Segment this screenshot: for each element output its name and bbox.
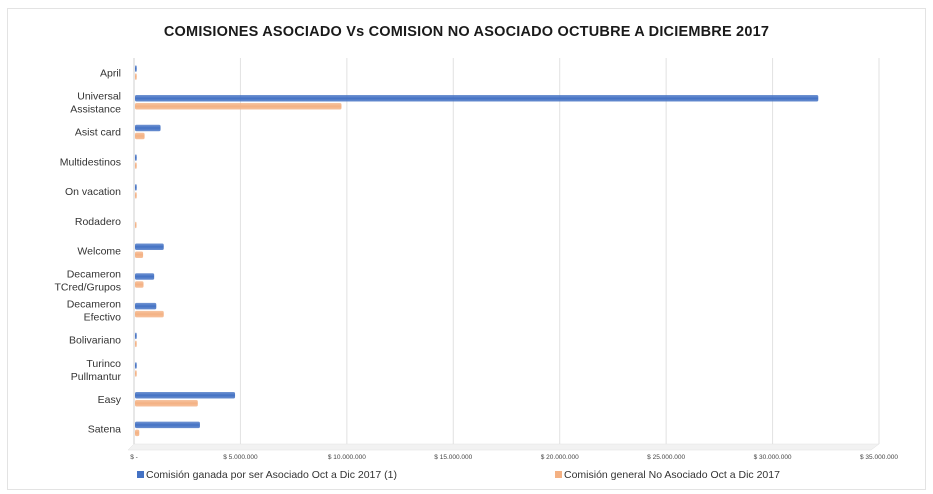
category-label: Turinco Pullmantur xyxy=(71,358,122,383)
bar-no-asociado xyxy=(135,103,342,110)
category-label: On vacation xyxy=(65,186,121,198)
bar-no-asociado xyxy=(135,132,145,140)
bar-no-asociado xyxy=(135,73,137,80)
category-label: April xyxy=(100,67,121,79)
bar-asociado xyxy=(135,332,137,340)
bar-asociado xyxy=(135,65,137,72)
category-label: Universal Assistance xyxy=(70,91,121,116)
bar-asociado xyxy=(135,391,236,399)
bar-no-asociado xyxy=(135,399,198,407)
category-label: Welcome xyxy=(77,246,121,258)
bar-no-asociado xyxy=(135,310,164,318)
legend-label: Comisión ganada por ser Asociado Oct a D… xyxy=(146,469,397,481)
bar-no-asociado xyxy=(135,429,140,437)
category-label: Multidestinos xyxy=(60,156,121,168)
bar-asociado xyxy=(135,243,164,250)
bar-no-asociado xyxy=(135,251,144,258)
x-tick-label: $ 10.000.000 xyxy=(328,454,366,461)
bar-no-asociado xyxy=(135,192,137,199)
bar-asociado xyxy=(135,302,157,310)
bar-no-asociado xyxy=(135,221,137,229)
bar-asociado xyxy=(135,273,155,280)
category-label: Asist card xyxy=(75,127,121,139)
x-tick-label: $ 30.000.000 xyxy=(754,454,792,461)
bar-no-asociado xyxy=(135,370,137,377)
chart-floor xyxy=(127,443,880,451)
chart-title: COMISIONES ASOCIADO Vs COMISION NO ASOCI… xyxy=(163,24,770,40)
bar-asociado xyxy=(135,184,137,191)
bar-asociado xyxy=(135,95,819,102)
category-label: Decameron Efectivo xyxy=(67,298,121,323)
x-tick-label: $ 5.000.000 xyxy=(223,454,258,461)
category-label: Decameron TCred/Grupos xyxy=(54,269,121,294)
legend-swatch xyxy=(137,471,144,478)
bar-asociado xyxy=(135,154,137,161)
legend-label: Comisión general No Asociado Oct a Dic 2… xyxy=(564,469,780,481)
bar-no-asociado xyxy=(135,162,137,169)
legend-swatch xyxy=(555,471,562,478)
bar-asociado xyxy=(135,362,137,369)
x-tick-label: $ 35.000.000 xyxy=(860,454,898,461)
bar-asociado xyxy=(135,124,161,132)
category-label: Satena xyxy=(88,424,121,436)
bar-no-asociado xyxy=(135,281,144,288)
bar-asociado xyxy=(135,421,200,429)
bar-no-asociado xyxy=(135,340,137,348)
x-tick-label: $ - xyxy=(130,454,138,461)
x-tick-label: $ 15.000.000 xyxy=(434,454,472,461)
category-label: Bolivariano xyxy=(69,335,121,347)
category-label: Easy xyxy=(98,394,122,406)
x-tick-label: $ 25.000.000 xyxy=(647,454,685,461)
x-tick-label: $ 20.000.000 xyxy=(541,454,579,461)
category-label: Rodadero xyxy=(75,216,121,228)
